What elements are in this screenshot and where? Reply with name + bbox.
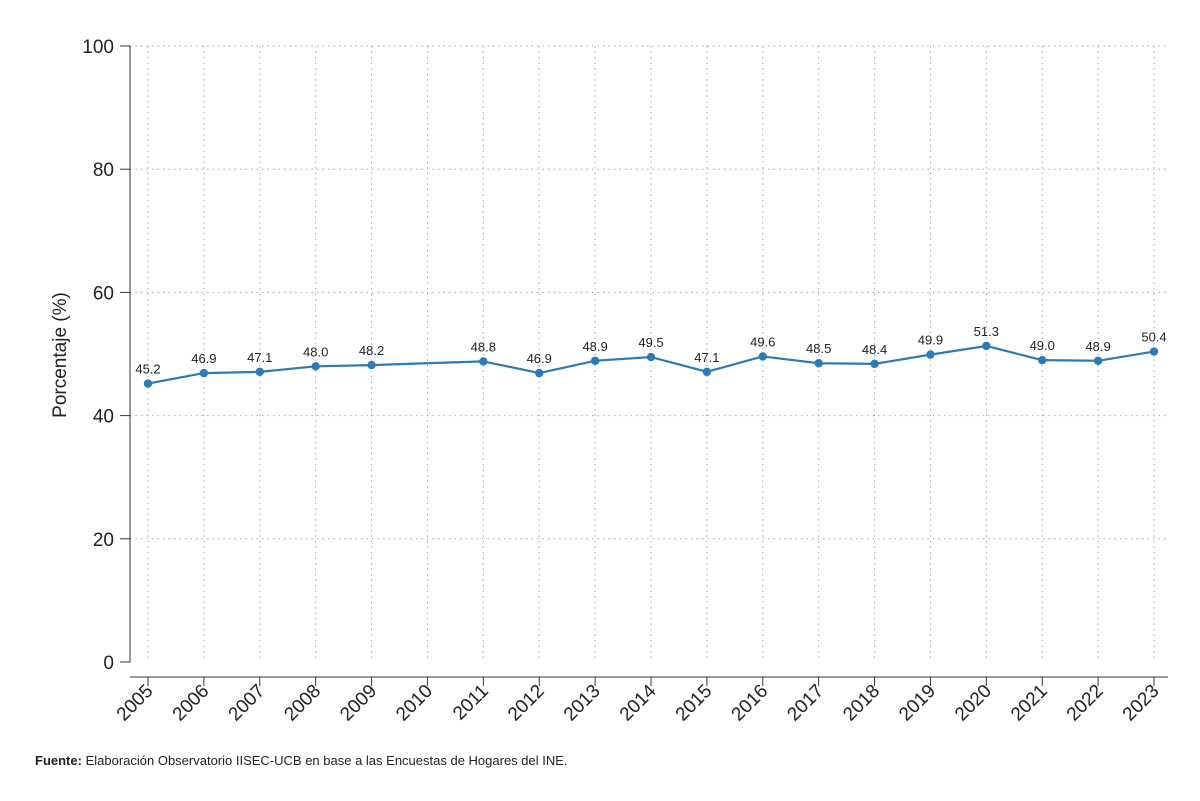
data-point: [535, 368, 544, 378]
data-point: [590, 356, 600, 365]
x-tick-label: 2020: [951, 681, 996, 726]
y-tick-label: 20: [93, 530, 114, 551]
data-point: [926, 350, 935, 359]
data-label: 48.4: [862, 342, 887, 357]
data-point: [870, 359, 879, 369]
x-tick-label: 2012: [504, 681, 549, 726]
x-tick-label: 2009: [336, 681, 381, 726]
data-label: 48.5: [806, 341, 831, 356]
data-point: [1038, 355, 1047, 365]
x-tick-label: 2021: [1007, 681, 1052, 726]
data-label: 49.9: [918, 333, 943, 348]
data-point: [143, 379, 153, 388]
data-label: 49.0: [1030, 338, 1055, 353]
data-label: 49.6: [750, 334, 775, 349]
data-point: [1093, 356, 1103, 365]
x-tick-label: 2019: [895, 681, 940, 726]
series-line: [147, 344, 1155, 385]
y-axis-label: Porcentaje (%): [50, 292, 71, 418]
data-label: 48.9: [582, 339, 607, 354]
data-label: 48.2: [359, 343, 384, 358]
data-point: [758, 352, 767, 361]
x-tick-label: 2006: [169, 681, 214, 726]
x-tick-label: 2013: [560, 681, 605, 726]
data-label: 48.0: [303, 344, 328, 359]
y-tick-label: 60: [93, 283, 114, 304]
x-axis-ticks: 2005 2006 2007 2008 2009 2010 2011 2012 2013 2014…: [113, 677, 1164, 725]
data-point: [814, 359, 823, 368]
data-label: 49.5: [638, 335, 663, 350]
data-label: 47.1: [694, 350, 719, 365]
data-point: [702, 367, 712, 377]
data-label: 46.9: [527, 351, 552, 366]
data-point: [479, 357, 488, 366]
x-tick-label: 2011: [449, 681, 493, 725]
data-point: [311, 362, 320, 371]
data-point: [367, 360, 376, 370]
axes: [129, 46, 1168, 678]
data-points: [143, 341, 1159, 388]
source-text: Elaboración Observatorio IISEC-UCB en ba…: [81, 753, 568, 768]
x-tick-label: 2007: [225, 681, 270, 726]
x-tick-label: 2017: [783, 681, 828, 726]
data-label: 51.3: [974, 324, 999, 339]
x-tick-label: 2015: [672, 681, 717, 726]
y-tick-label: 0: [103, 653, 114, 674]
data-label: 47.1: [247, 350, 272, 365]
source-note: Fuente: Elaboración Observatorio IISEC-U…: [35, 753, 568, 768]
x-tick-label: 2023: [1119, 681, 1164, 726]
x-tick-label: 2016: [728, 681, 773, 726]
data-point: [1149, 347, 1159, 356]
y-tick-label: 80: [93, 160, 114, 181]
data-labels: 45.2 46.9 47.1 48.0 48.2 48.8 46.9 48.9 49.5 47.1…: [135, 324, 1166, 377]
y-axis-ticks: 0 20 40 60 80 100: [82, 37, 130, 674]
y-tick-label: 40: [93, 407, 114, 428]
data-label: 46.9: [191, 351, 216, 366]
x-tick-label: 2005: [113, 681, 158, 726]
x-tick-label: 2014: [616, 680, 661, 725]
x-tick-label: 2022: [1063, 681, 1108, 726]
x-tick-label: 2008: [280, 681, 325, 726]
data-point: [255, 367, 264, 377]
data-point: [982, 341, 991, 351]
x-tick-label: 2018: [839, 681, 884, 726]
data-label: 45.2: [135, 362, 160, 377]
data-point: [646, 352, 656, 362]
data-point: [199, 368, 209, 378]
data-series: [147, 344, 1155, 385]
source-label: Fuente:: [35, 753, 82, 768]
data-label: 48.9: [1085, 339, 1110, 354]
x-tick-label: 2010: [392, 681, 437, 726]
data-label: 48.8: [471, 339, 496, 354]
y-tick-label: 100: [82, 37, 114, 58]
data-label: 50.4: [1141, 330, 1166, 345]
